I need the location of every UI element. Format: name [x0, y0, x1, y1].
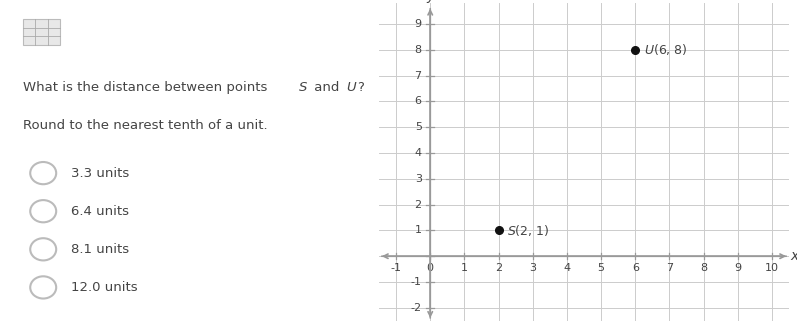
Text: -1: -1 — [410, 277, 422, 287]
Text: -2: -2 — [410, 303, 422, 313]
Text: y: y — [426, 0, 434, 3]
Text: S: S — [298, 81, 307, 94]
Text: 8: 8 — [414, 45, 422, 55]
Text: 7: 7 — [414, 71, 422, 81]
Text: 3: 3 — [529, 263, 536, 273]
Text: 9: 9 — [414, 19, 422, 29]
Text: 3: 3 — [414, 174, 422, 184]
Text: 3.3 units: 3.3 units — [71, 167, 129, 179]
Text: $\it{U}$(6, 8): $\it{U}$(6, 8) — [644, 42, 688, 57]
Text: 5: 5 — [598, 263, 605, 273]
Text: 4: 4 — [563, 263, 571, 273]
Text: What is the distance between points: What is the distance between points — [23, 81, 272, 94]
Text: ?: ? — [358, 81, 364, 94]
Text: 2: 2 — [495, 263, 502, 273]
Text: 4: 4 — [414, 148, 422, 158]
Text: 9: 9 — [734, 263, 741, 273]
Text: 5: 5 — [414, 122, 422, 132]
Text: 7: 7 — [665, 263, 673, 273]
Text: Round to the nearest tenth of a unit.: Round to the nearest tenth of a unit. — [23, 119, 268, 132]
Text: 8.1 units: 8.1 units — [71, 243, 129, 256]
Text: 0: 0 — [426, 263, 434, 273]
Text: 6: 6 — [414, 96, 422, 106]
Text: 1: 1 — [461, 263, 468, 273]
Text: U: U — [347, 81, 356, 94]
Text: -1: -1 — [391, 263, 402, 273]
Text: 2: 2 — [414, 200, 422, 210]
Bar — [23, 19, 60, 44]
Text: 10: 10 — [765, 263, 779, 273]
Text: x: x — [791, 249, 797, 263]
Text: 12.0 units: 12.0 units — [71, 281, 138, 294]
Text: and: and — [310, 81, 344, 94]
Text: 6: 6 — [632, 263, 638, 273]
Text: 8: 8 — [700, 263, 707, 273]
Text: $\it{S}$(2, 1): $\it{S}$(2, 1) — [507, 223, 550, 238]
Text: 1: 1 — [414, 226, 422, 236]
Text: 6.4 units: 6.4 units — [71, 205, 129, 218]
